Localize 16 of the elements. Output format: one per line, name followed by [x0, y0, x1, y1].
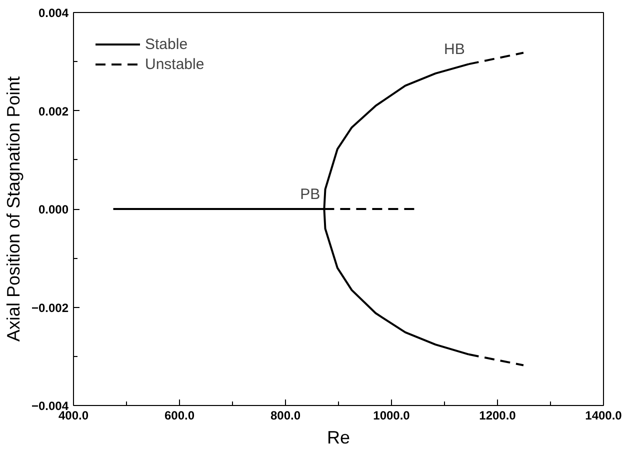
y-tick-label: 0.004 — [38, 6, 69, 20]
annotation: HB — [444, 41, 465, 58]
x-tick-label: 1200.0 — [479, 408, 516, 422]
y-tick-label: 0.002 — [38, 104, 69, 118]
legend-label: Stable — [145, 36, 188, 52]
annotation: PB — [300, 186, 320, 203]
x-tick-label: 600.0 — [164, 408, 195, 422]
y-axis-title: Axial Position of Stagnation Point — [3, 76, 24, 342]
legend-label: Unstable — [145, 56, 204, 72]
x-tick-label: 1400.0 — [585, 408, 622, 422]
x-tick-label: 1000.0 — [373, 408, 410, 422]
x-tick-label: 800.0 — [270, 408, 301, 422]
y-tick-label: 0.000 — [38, 202, 69, 216]
x-axis-title: Re — [326, 428, 350, 448]
x-tick-label: 400.0 — [58, 408, 89, 422]
y-tick-label: −0.002 — [31, 300, 69, 315]
